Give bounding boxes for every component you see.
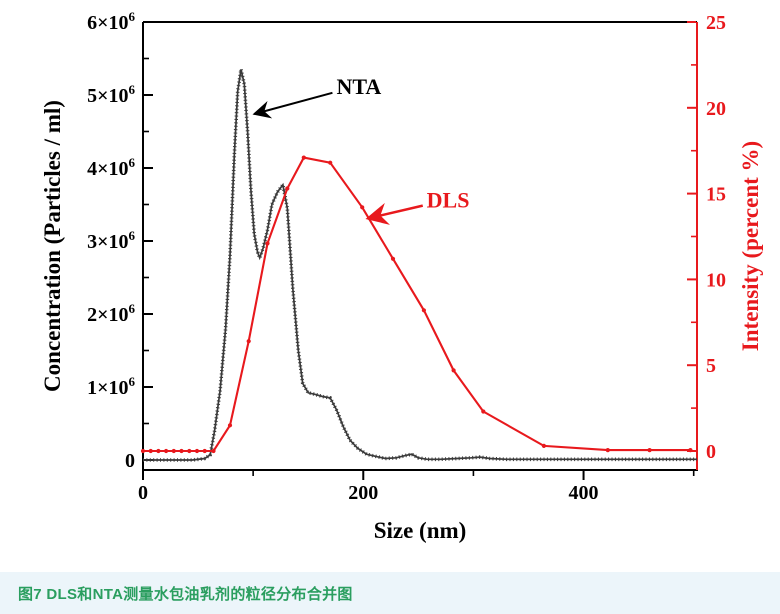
series-dls-marker — [179, 448, 184, 454]
x-axis-title: Size (nm) — [374, 518, 467, 543]
figure-caption: 图7 DLS和NTA测量水包油乳剂的粒径分布合并图 — [18, 585, 353, 603]
series-dls-marker — [202, 448, 207, 454]
left-axis-title: Concentration (Particles / ml) — [40, 100, 65, 392]
annotation-arrow-dls — [365, 202, 424, 225]
right-tick-label: 5 — [706, 355, 716, 377]
series-dls-marker — [481, 409, 486, 414]
series-dls-marker — [541, 443, 547, 448]
annotation-label-nta: NTA — [336, 74, 381, 99]
series-dls-marker — [688, 448, 693, 453]
left-tick-label: 2×106 — [87, 301, 135, 326]
left-tick-label: 1×106 — [87, 374, 135, 399]
series-dls-marker — [194, 448, 200, 454]
x-tick-label: 0 — [138, 482, 148, 504]
series-dls-marker — [360, 205, 365, 210]
series-dls-curve — [143, 156, 691, 453]
series-dls-marker — [421, 308, 426, 313]
right-axis-title: Intensity (percent %) — [738, 141, 763, 351]
right-tick-label: 20 — [706, 98, 726, 120]
x-tick-label: 200 — [348, 482, 378, 504]
series-dls-marker — [140, 448, 146, 454]
particle-size-distribution-figure: 0 1×106 2×106 3×106 4×106 5×106 6×106 0 5 10 15 20 2… — [40, 9, 763, 543]
series-dls-marker — [265, 241, 270, 246]
figure-caption-bar: 图7 DLS和NTA测量水包油乳剂的粒径分布合并图 — [0, 572, 780, 614]
series-dls-marker — [187, 448, 192, 454]
right-tick-label: 0 — [706, 441, 716, 463]
left-tick-label: 4×106 — [87, 155, 135, 180]
annotation-label-dls: DLS — [427, 188, 470, 213]
left-tick-label: 0 — [125, 450, 135, 472]
series-dls-marker — [390, 256, 396, 261]
series-dls-marker — [285, 186, 290, 191]
series-dls-marker — [451, 368, 456, 373]
series-dls-marker — [246, 339, 251, 344]
series-dls-marker — [171, 448, 176, 454]
series-nta-curve-markers — [143, 69, 697, 462]
series-nta-curve — [143, 69, 697, 461]
series-dls-marker — [211, 448, 216, 454]
series-dls-marker — [227, 423, 233, 428]
right-tick-label: 10 — [706, 269, 726, 291]
chart-canvas: 0 1×106 2×106 3×106 4×106 5×106 6×106 0 5 10 15 20 2… — [40, 9, 763, 543]
series-dls-marker — [647, 448, 652, 453]
series-dls-marker — [148, 448, 153, 454]
left-tick-label: 5×106 — [87, 82, 135, 107]
right-tick-label: 25 — [706, 12, 726, 34]
series-dls-marker — [605, 448, 610, 453]
x-tick-label: 400 — [569, 482, 599, 504]
right-tick-label: 15 — [706, 184, 726, 206]
series-dls-marker — [164, 448, 169, 454]
series-dls-marker — [328, 160, 333, 165]
series-dls-marker — [301, 155, 306, 160]
annotation-arrow-nta — [252, 91, 333, 119]
left-tick-label: 3×106 — [87, 228, 135, 253]
series-dls-marker — [156, 448, 161, 454]
left-tick-label: 6×106 — [87, 9, 135, 34]
